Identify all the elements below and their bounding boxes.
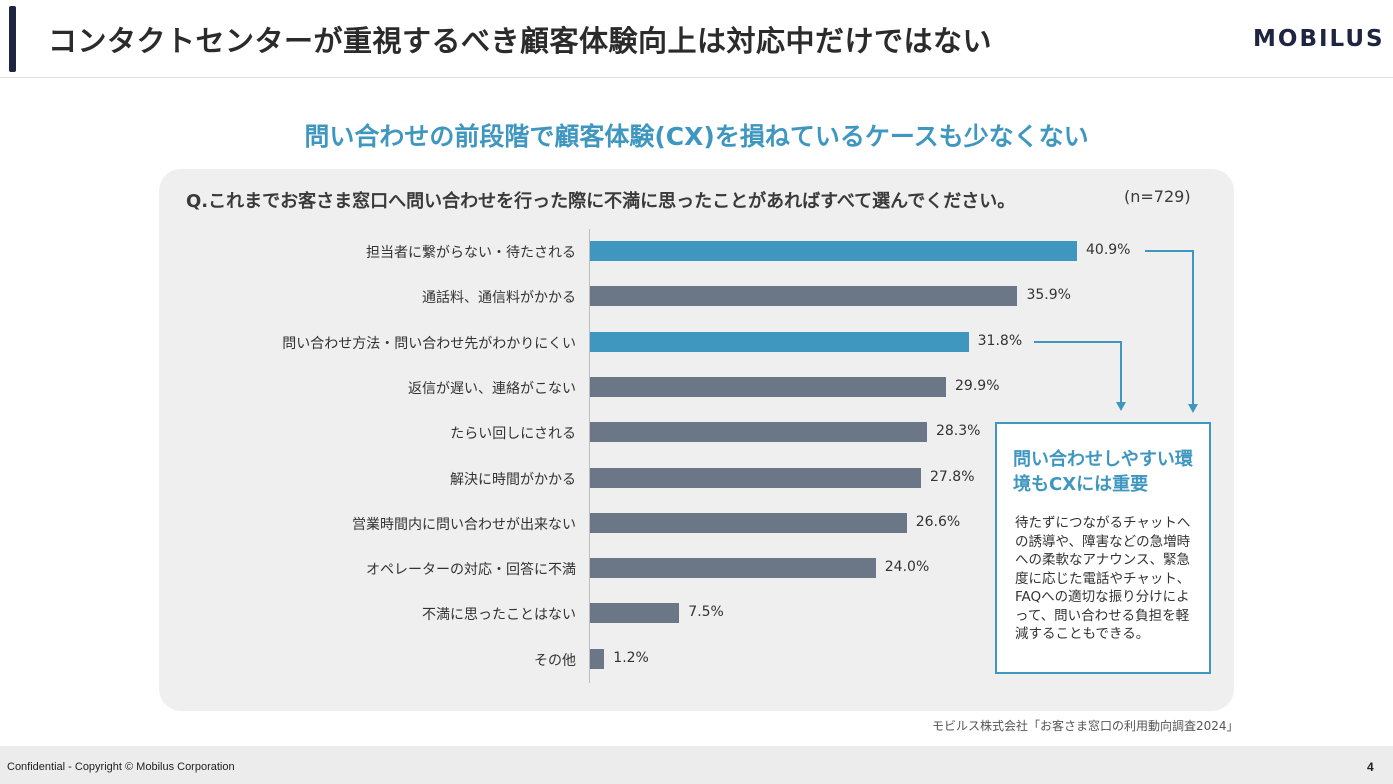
- sample-size: (n=729): [1124, 187, 1191, 206]
- bar: [590, 558, 876, 579]
- category-label: 不満に思ったことはない: [422, 607, 576, 624]
- value-label: 27.8%: [930, 468, 975, 485]
- value-label: 26.6%: [915, 513, 961, 530]
- bar: [590, 376, 947, 397]
- survey-question: Q.これまでお客さま窓口へ問い合わせを行った際に不満に思ったことがあればすべて選…: [186, 191, 1016, 212]
- bar: [590, 286, 1018, 307]
- bar: [590, 331, 969, 352]
- value-label: 35.9%: [1026, 287, 1071, 304]
- header-divider: [0, 77, 1393, 78]
- value-label: 31.8%: [977, 332, 1023, 349]
- category-label: オペレーターの対応・回答に不満: [366, 562, 576, 579]
- source-citation: モビルス株式会社「お客さま窓口の利用動向調査2024」: [932, 719, 1239, 733]
- callout-box: 問い合わせしやすい環境もCXには重要 待たずにつながるチャットへの誘導や、障害な…: [995, 422, 1211, 674]
- value-label: 24.0%: [884, 559, 930, 576]
- page-number: 4: [1367, 760, 1374, 774]
- category-label: 問い合わせ方法・問い合わせ先がわかりにくい: [282, 335, 576, 352]
- chart-axis-line: [589, 229, 590, 683]
- category-label: その他: [534, 652, 576, 669]
- mobilus-logo: MOBILUS: [1253, 26, 1385, 52]
- arrow-connector-1: [1145, 250, 1194, 406]
- value-label: 40.9%: [1086, 242, 1131, 258]
- arrow-connector-2: [1034, 341, 1122, 404]
- bar: [590, 422, 927, 443]
- callout-body: 待たずにつながるチャットへの誘導や、障害などの急増時への柔軟なアナウンス、緊急度…: [1015, 515, 1191, 642]
- bar: [590, 512, 907, 533]
- bar: [590, 603, 680, 624]
- footer-bar: [0, 746, 1393, 784]
- category-label: 営業時間内に問い合わせが出来ない: [352, 516, 576, 533]
- callout-title: 問い合わせしやすい環境もCXには重要: [1013, 449, 1193, 495]
- value-label: 28.3%: [935, 423, 981, 440]
- copyright-text: Confidential - Copyright © Mobilus Corpo…: [7, 761, 235, 773]
- category-label: 返信が遅い、連絡がこない: [408, 380, 576, 397]
- value-label: 1.2%: [613, 649, 649, 666]
- bar: [590, 241, 1077, 261]
- category-label: 解決に時間がかかる: [450, 471, 576, 488]
- bar: [590, 467, 922, 488]
- arrow-head-1: [1188, 404, 1198, 413]
- category-label: たらい回しにされる: [450, 426, 576, 443]
- category-label: 通話料、通信料がかかる: [422, 290, 576, 307]
- category-label: 担当者に繋がらない・待たされる: [366, 245, 576, 261]
- arrow-head-2: [1116, 402, 1126, 411]
- bar: [590, 648, 605, 669]
- slide-subtitle: 問い合わせの前段階で顧客体験(CX)を損ねているケースも少なくない: [304, 122, 1089, 151]
- value-label: 7.5%: [688, 604, 724, 621]
- value-label: 29.9%: [955, 377, 1000, 394]
- page-title: コンタクトセンターが重視するべき顧客体験向上は対応中だけではない: [48, 24, 993, 58]
- title-accent-bar: [9, 6, 16, 72]
